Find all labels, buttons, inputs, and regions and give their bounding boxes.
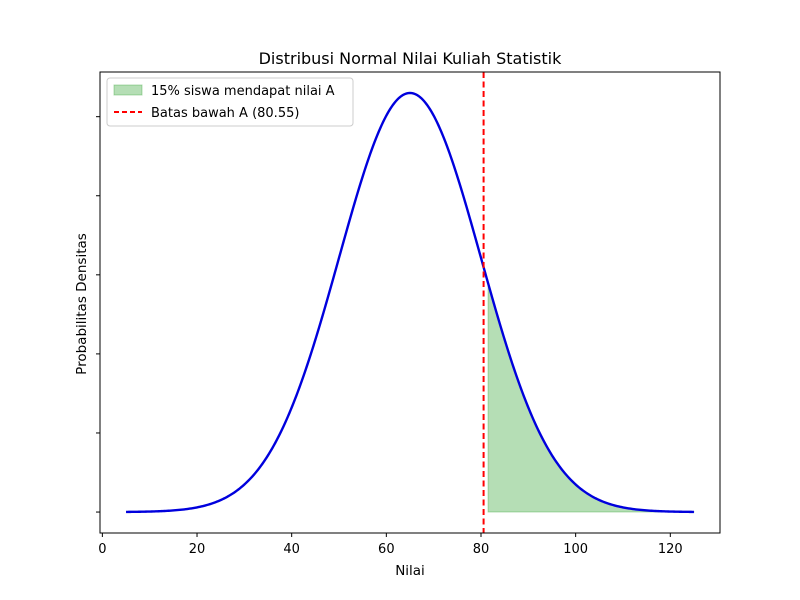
x-tick-label: 100	[563, 542, 588, 557]
axes-frame	[99, 71, 721, 534]
chart-title: Distribusi Normal Nilai Kuliah Statistik	[259, 49, 563, 68]
x-tick-label: 120	[658, 542, 683, 557]
x-axis-label: Nilai	[395, 563, 425, 579]
plot-area	[99, 71, 721, 534]
x-tick-label: 40	[283, 542, 300, 557]
legend: 15% siswa mendapat nilai A Batas bawah A…	[106, 77, 354, 127]
legend-fill-label: 15% siswa mendapat nilai A	[151, 84, 335, 99]
y-axis-ticks	[96, 116, 100, 513]
x-tick-label: 0	[98, 542, 106, 557]
grade-a-fill-area	[487, 283, 695, 513]
legend-fill-swatch	[113, 84, 143, 96]
legend-threshold-label: Batas bawah A (80.55)	[151, 106, 299, 121]
x-axis-ticks: 0 20 40 60 80 100 120	[98, 533, 683, 557]
x-tick-label: 80	[473, 542, 490, 557]
x-tick-label: 20	[189, 542, 206, 557]
x-tick-label: 60	[378, 542, 395, 557]
normal-pdf-curve	[126, 91, 694, 514]
y-axis-label: Probabilitas Densitas	[74, 233, 90, 375]
legend-frame	[106, 77, 354, 127]
